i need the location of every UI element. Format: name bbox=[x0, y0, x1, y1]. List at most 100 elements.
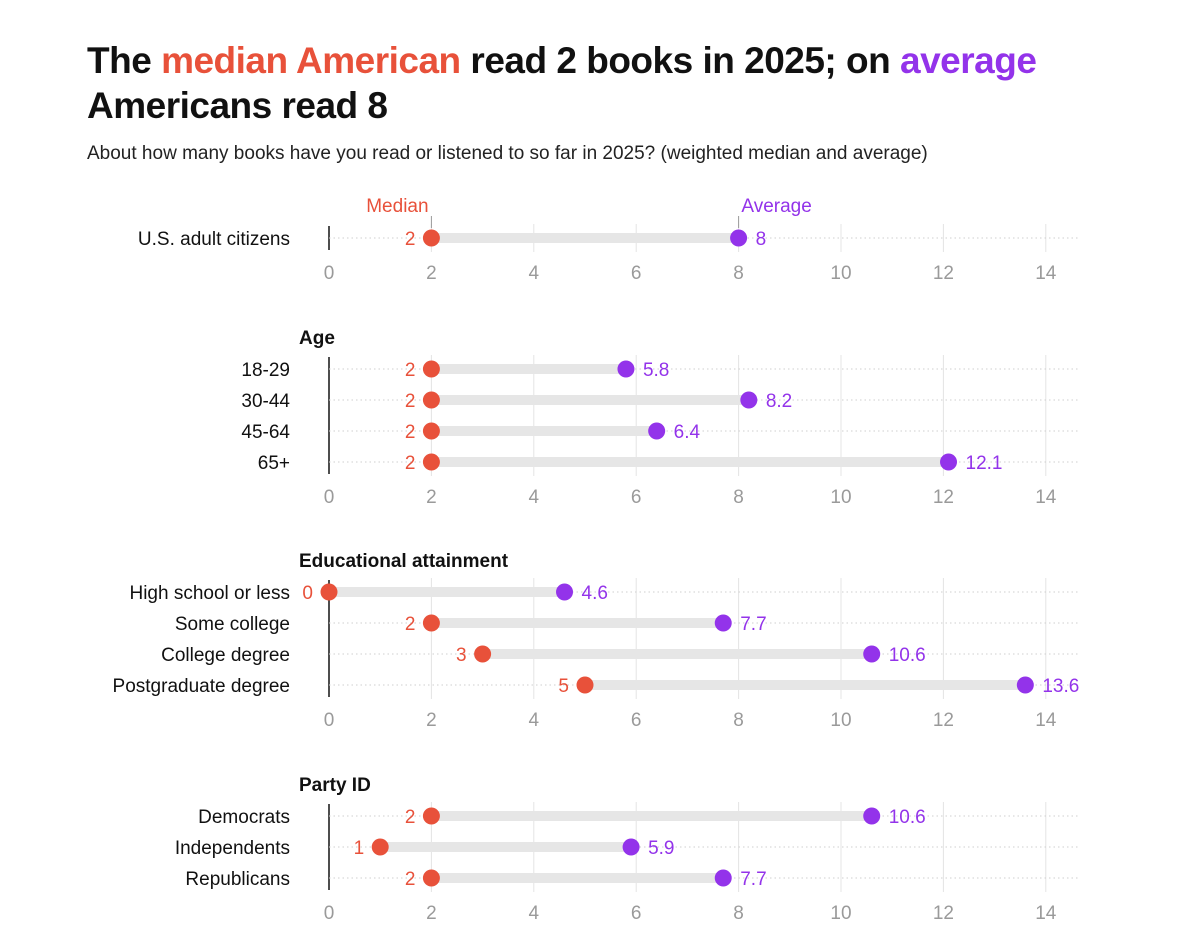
row-label: Some college bbox=[175, 614, 290, 635]
row-label: Republicans bbox=[185, 869, 290, 890]
average-value-label: 8 bbox=[756, 229, 767, 250]
median-dot bbox=[320, 583, 338, 601]
average-value-label: 6.4 bbox=[674, 422, 701, 443]
average-dot bbox=[714, 614, 732, 632]
legend-median-label: Median bbox=[366, 196, 428, 217]
row-label: 18-29 bbox=[241, 360, 290, 381]
x-tick-label: 6 bbox=[631, 487, 642, 508]
average-value-label: 10.6 bbox=[889, 807, 926, 828]
median-dot bbox=[422, 453, 440, 471]
x-tick-label: 0 bbox=[324, 710, 335, 731]
x-tick-label: 12 bbox=[933, 903, 954, 924]
median-value-label: 2 bbox=[405, 869, 416, 890]
x-tick-label: 6 bbox=[631, 263, 642, 284]
title-part-1: The bbox=[87, 40, 162, 81]
row-label: 45-64 bbox=[241, 422, 290, 443]
x-tick-label: 8 bbox=[733, 263, 744, 284]
chart-subtitle: About how many books have you read or li… bbox=[87, 143, 928, 164]
median-value-label: 2 bbox=[405, 453, 416, 474]
median-dot bbox=[422, 869, 440, 887]
legend-average-label: Average bbox=[741, 196, 811, 217]
group-title: Age bbox=[299, 328, 335, 349]
x-tick-label: 6 bbox=[631, 710, 642, 731]
x-tick-label: 12 bbox=[933, 487, 954, 508]
row-label: High school or less bbox=[129, 583, 290, 604]
x-tick-label: 8 bbox=[733, 710, 744, 731]
x-tick-label: 0 bbox=[324, 487, 335, 508]
x-tick-label: 10 bbox=[830, 487, 851, 508]
x-tick-label: 8 bbox=[733, 903, 744, 924]
median-dot bbox=[422, 422, 440, 440]
chart-title: The median American read 2 books in 2025… bbox=[87, 38, 1147, 128]
row-label: Postgraduate degree bbox=[113, 676, 290, 697]
median-value-label: 0 bbox=[302, 583, 313, 604]
x-tick-label: 14 bbox=[1035, 903, 1057, 924]
row-label: College degree bbox=[161, 645, 290, 666]
row-label: Independents bbox=[175, 838, 290, 859]
group-title: Party ID bbox=[299, 775, 371, 796]
median-value-label: 2 bbox=[405, 360, 416, 381]
x-tick-label: 2 bbox=[426, 487, 437, 508]
average-value-label: 12.1 bbox=[966, 453, 1003, 474]
median-dot bbox=[422, 391, 440, 409]
x-tick-label: 2 bbox=[426, 710, 437, 731]
median-value-label: 2 bbox=[405, 391, 416, 412]
x-tick-label: 8 bbox=[733, 487, 744, 508]
median-dot bbox=[474, 645, 492, 663]
average-dot bbox=[730, 229, 748, 247]
median-dot bbox=[422, 614, 440, 632]
average-dot bbox=[740, 391, 758, 409]
median-value-label: 2 bbox=[405, 614, 416, 635]
x-tick-label: 12 bbox=[933, 263, 954, 284]
x-tick-label: 4 bbox=[529, 903, 540, 924]
average-value-label: 13.6 bbox=[1042, 676, 1079, 697]
median-value-label: 3 bbox=[456, 645, 467, 666]
median-value-label: 2 bbox=[405, 229, 416, 250]
x-tick-label: 14 bbox=[1035, 263, 1057, 284]
row-label: U.S. adult citizens bbox=[138, 229, 290, 250]
x-tick-label: 2 bbox=[426, 263, 437, 284]
average-value-label: 7.7 bbox=[740, 614, 766, 635]
x-tick-label: 2 bbox=[426, 903, 437, 924]
median-value-label: 2 bbox=[405, 422, 416, 443]
average-value-label: 7.7 bbox=[740, 869, 766, 890]
row-label: 65+ bbox=[258, 453, 290, 474]
average-dot bbox=[556, 583, 574, 601]
median-value-label: 1 bbox=[354, 838, 365, 859]
x-tick-label: 4 bbox=[529, 487, 540, 508]
title-median-highlight: median American bbox=[161, 40, 461, 81]
x-tick-label: 12 bbox=[933, 710, 954, 731]
median-dot bbox=[422, 229, 440, 247]
x-tick-label: 14 bbox=[1035, 487, 1057, 508]
title-part-5: Americans read 8 bbox=[87, 85, 388, 126]
x-tick-label: 14 bbox=[1035, 710, 1057, 731]
average-dot bbox=[617, 360, 635, 378]
average-value-label: 10.6 bbox=[889, 645, 926, 666]
average-dot bbox=[648, 422, 666, 440]
x-tick-label: 10 bbox=[830, 710, 851, 731]
median-dot bbox=[576, 676, 594, 694]
average-value-label: 5.9 bbox=[648, 838, 674, 859]
average-dot bbox=[863, 807, 881, 825]
median-value-label: 2 bbox=[405, 807, 416, 828]
average-value-label: 4.6 bbox=[582, 583, 608, 604]
x-tick-label: 10 bbox=[830, 263, 851, 284]
row-label: Democrats bbox=[198, 807, 290, 828]
average-value-label: 5.8 bbox=[643, 360, 669, 381]
average-value-label: 8.2 bbox=[766, 391, 792, 412]
average-dot bbox=[622, 838, 640, 856]
median-dot bbox=[422, 807, 440, 825]
average-dot bbox=[714, 869, 732, 887]
row-label: 30-44 bbox=[241, 391, 290, 412]
average-dot bbox=[863, 645, 881, 663]
group-title: Educational attainment bbox=[299, 551, 509, 572]
x-tick-label: 10 bbox=[830, 903, 851, 924]
median-dot bbox=[371, 838, 389, 856]
title-part-3: read 2 books in 2025; on bbox=[460, 40, 901, 81]
median-dot bbox=[422, 360, 440, 378]
average-dot bbox=[940, 453, 958, 471]
median-value-label: 5 bbox=[558, 676, 569, 697]
average-dot bbox=[1016, 676, 1034, 694]
x-tick-label: 0 bbox=[324, 263, 335, 284]
